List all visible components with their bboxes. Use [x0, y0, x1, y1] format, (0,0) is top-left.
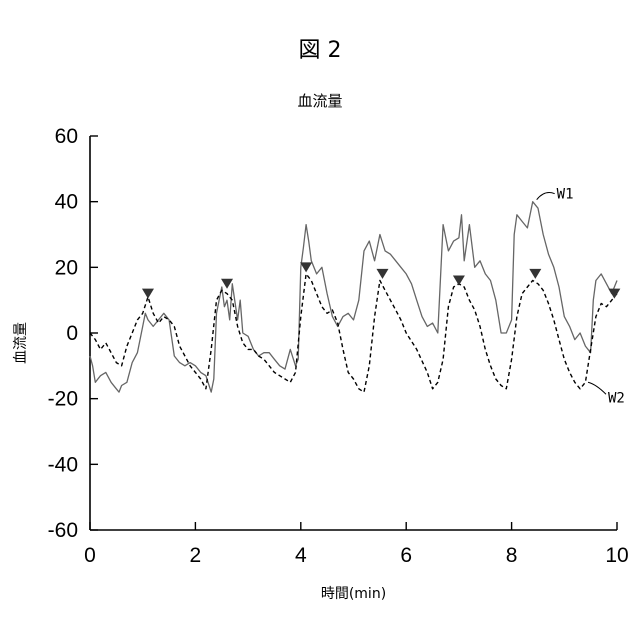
x-tick-label: 2	[190, 544, 202, 567]
peak-marker	[142, 289, 154, 299]
x-tick-label: 6	[400, 544, 412, 567]
peak-marker	[608, 289, 620, 299]
series-layer: W1 W2	[90, 187, 625, 407]
w2-leader-line	[588, 382, 606, 394]
x-tick-label: 10	[605, 544, 628, 567]
y-tick-label: 60	[55, 125, 78, 148]
y-tick-label: 40	[55, 191, 78, 214]
axes: 60 40 20 0 -20 -40 -60 0 2 4 6 8 10	[48, 125, 629, 567]
series-line-w2	[90, 274, 617, 392]
peak-marker	[376, 269, 388, 279]
y-axis-label: 血流量	[13, 322, 29, 364]
y-tick-label: -20	[48, 388, 78, 411]
x-tick-label: 4	[295, 544, 307, 567]
series-label-w2: W2	[608, 390, 625, 406]
peak-markers	[142, 262, 620, 298]
x-tick-label: 8	[506, 544, 518, 567]
peak-marker	[221, 279, 233, 289]
series-line-w1	[90, 202, 617, 392]
x-axis-label: 時間(min)	[321, 586, 386, 602]
y-tick-label: -60	[48, 519, 78, 542]
y-tick-label: -40	[48, 453, 78, 476]
y-tick-label: 20	[55, 256, 78, 279]
w1-leader-line	[537, 193, 555, 200]
series-label-w1: W1	[557, 187, 574, 203]
peak-marker	[453, 275, 465, 285]
peak-marker	[300, 262, 312, 272]
x-tick-label: 0	[84, 544, 96, 567]
peak-marker	[529, 269, 541, 279]
y-tick-label: 0	[66, 322, 78, 345]
